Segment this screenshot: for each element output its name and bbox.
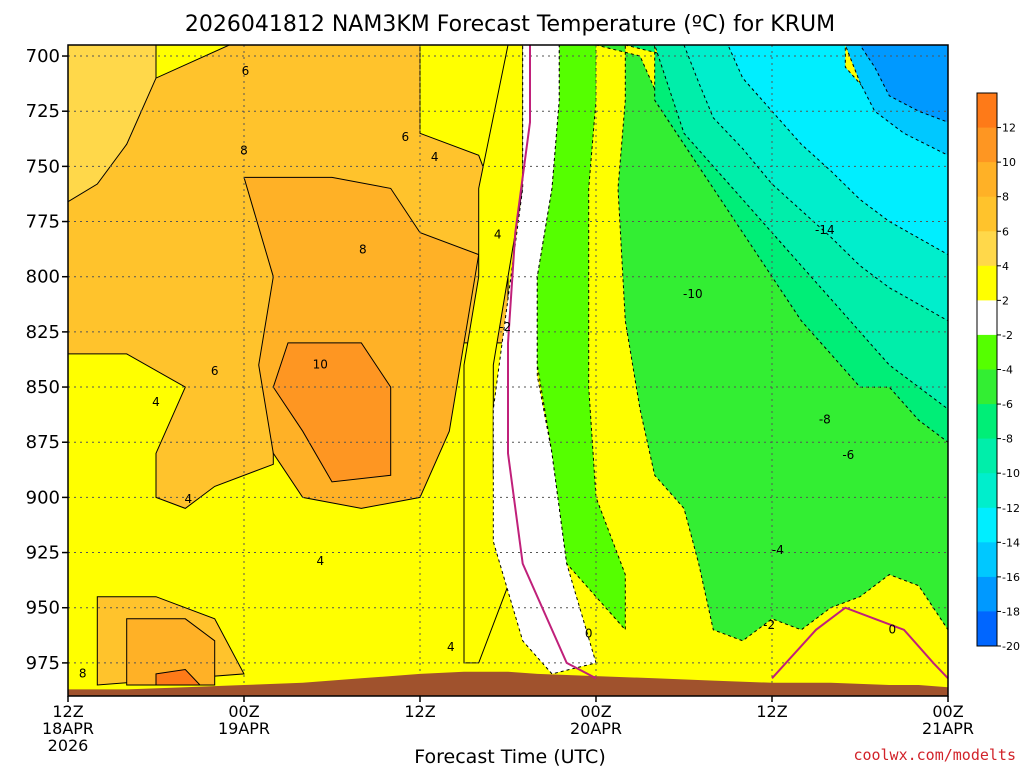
colorbar-label: -4 [1002, 364, 1013, 377]
colorbar-swatch [977, 438, 997, 474]
contour-label: 4 [184, 492, 192, 506]
x-tick-label: 20APR [570, 719, 622, 738]
contour-label: 4 [447, 640, 455, 654]
colorbar-label: -14 [1002, 536, 1020, 549]
colorbar-label: 4 [1002, 260, 1009, 273]
contour-label: 0 [888, 622, 896, 636]
y-tick-label: 750 [26, 156, 60, 177]
freezing-line-1 [507, 45, 597, 680]
y-tick-label: 700 [26, 46, 60, 67]
y-tick-label: 950 [26, 598, 60, 619]
x-tick-label: 00Z [932, 702, 963, 721]
colorbar-swatch [977, 162, 997, 198]
colorbar-swatch [977, 127, 997, 163]
plot-area: 6 8 6 4 8 4 -2 10 6 4 4 4 4 0 -10 -14 -8 -6 -4 -2 0 8 [67, 44, 949, 697]
y-tick-label: 900 [26, 487, 60, 508]
contour-label: 8 [359, 243, 367, 257]
temp-region-neg12 [683, 45, 948, 322]
colorbar-swatch [977, 196, 997, 232]
colorbar-label: 8 [1002, 191, 1009, 204]
contour-label: 8 [79, 666, 87, 680]
temp-region-neg18 [859, 45, 948, 123]
y-tick-label: 825 [26, 322, 60, 343]
colorbar-swatch [977, 265, 997, 301]
colorbar-swatch [977, 404, 997, 440]
temp-region-10 [272, 342, 392, 483]
x-tick-label: 2026 [48, 736, 89, 755]
contour-label: 8 [240, 143, 248, 157]
colorbar-label: -10 [1002, 467, 1020, 480]
contour-label: 6 [242, 64, 250, 78]
y-tick-label: 800 [26, 267, 60, 288]
contour-label: 6 [401, 130, 409, 144]
y-tick-label: 775 [26, 212, 60, 233]
contour-label: -8 [819, 413, 831, 427]
x-tick-label: 12Z [756, 702, 787, 721]
x-axis-label: Forecast Time (UTC) [414, 746, 605, 768]
x-tick-label: 21APR [922, 719, 974, 738]
freezing-line-2 [771, 606, 949, 679]
colorbar-label: 10 [1002, 156, 1016, 169]
contour-label: 4 [316, 554, 324, 568]
x-tick-label: 18APR [42, 719, 94, 738]
terrain-ground [68, 671, 948, 696]
contour-label: -2 [499, 320, 511, 334]
colorbar-swatch [977, 473, 997, 509]
colorbar-label: 12 [1002, 122, 1016, 135]
plot-fills [68, 45, 948, 696]
contour-label: -2 [763, 618, 775, 632]
contour-label: 6 [211, 364, 219, 378]
y-tick-label: 850 [26, 377, 60, 398]
plot-frame [67, 44, 949, 697]
contour-labels: 6 8 6 4 8 4 -2 10 6 4 4 4 4 0 -10 -14 -8 -6 -4 -2 0 8 [79, 64, 896, 680]
x-tick-label: 00Z [580, 702, 611, 721]
colorbar-swatch [977, 334, 997, 370]
temp-region-8 [126, 618, 216, 686]
colorbar-label: -12 [1002, 502, 1020, 515]
x-tick-label: 19APR [218, 719, 270, 738]
colorbar-label: -2 [1002, 329, 1013, 342]
axes: 70072575077580082585087590092595097512Z1… [26, 46, 974, 755]
contour-label: -14 [815, 223, 835, 237]
contour-label: 4 [431, 150, 439, 164]
contour-label: 4 [152, 395, 160, 409]
x-tick-label: 12Z [52, 702, 83, 721]
colorbar-label: 6 [1002, 225, 1009, 238]
colorbar-label: -16 [1002, 571, 1020, 584]
temp-region-neg4 [536, 45, 626, 632]
colorbar-label: -8 [1002, 433, 1013, 446]
contour-label: -4 [772, 543, 784, 557]
colorbar-swatch [977, 93, 997, 129]
contour-label: 4 [494, 227, 502, 241]
colorbar-label: -20 [1002, 640, 1020, 653]
colorbar-label: -6 [1002, 398, 1013, 411]
temp-region-neg14 [727, 45, 948, 256]
x-tick-label: 00Z [228, 702, 259, 721]
colorbar-swatch [977, 300, 997, 336]
contour-label: -10 [683, 287, 703, 301]
y-tick-label: 975 [26, 653, 60, 674]
contour-label: 10 [313, 358, 328, 372]
colorbar-swatch [977, 542, 997, 578]
x-tick-label: 12Z [404, 702, 435, 721]
colorbar-swatch [977, 507, 997, 543]
colorbar-label: -18 [1002, 605, 1020, 618]
y-tick-label: 725 [26, 101, 60, 122]
colorbar-label: 2 [1002, 294, 1009, 307]
y-tick-label: 875 [26, 432, 60, 453]
colorbar-swatch [977, 576, 997, 612]
temp-region-12 [155, 668, 202, 686]
y-tick-label: 925 [26, 543, 60, 564]
colorbar-swatch [977, 231, 997, 267]
chart-title: 2026041812 NAM3KM Forecast Temperature (… [185, 12, 835, 37]
colorbar-swatch [977, 369, 997, 405]
temp-region-neg2 [492, 45, 597, 675]
colorbar-swatch [977, 611, 997, 647]
contour-label: -6 [842, 448, 854, 462]
contour-label: 0 [585, 627, 593, 641]
colorbar: 12 10 8 6 4 2 -2 -4 -6 -8 -10 -12 -14 -16 -18 -20 [976, 92, 1020, 653]
credit-text: coolwx.com/modelts [853, 746, 1016, 764]
